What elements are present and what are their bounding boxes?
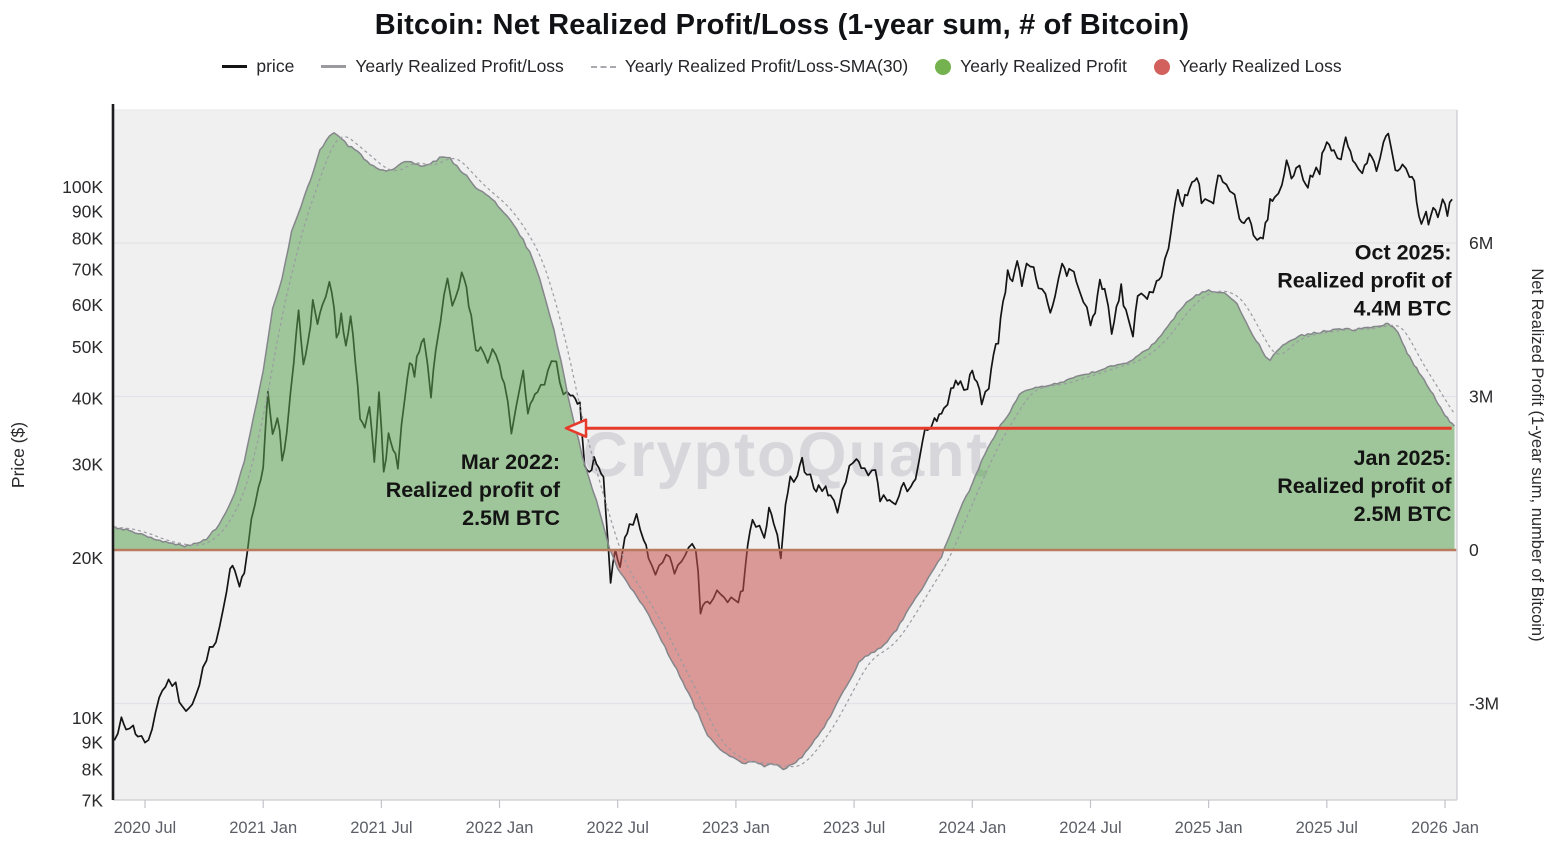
annotation-oct-2025-line: Oct 2025: — [1355, 240, 1452, 264]
left-axis-tick-label: 60K — [72, 295, 103, 315]
left-axis-tick-label: 20K — [72, 548, 103, 568]
x-axis-tick-label: 2022 Jul — [587, 819, 649, 837]
realized-pl-line — [113, 132, 1456, 771]
right-axis-tick-label: 3M — [1469, 387, 1493, 407]
left-axis-tick-label: 8K — [82, 760, 104, 780]
legend-item-yearly-realized-profit: Yearly Realized Profit — [935, 56, 1127, 77]
legend-marker-line-icon — [222, 65, 248, 68]
annotation-mar-2022-line: Mar 2022: — [461, 450, 560, 474]
legend-label: Yearly Realized Profit/Loss-SMA(30) — [624, 56, 909, 76]
x-axis-tick-label: 2024 Jul — [1059, 819, 1121, 837]
x-axis-tick-label: 2023 Jan — [702, 819, 770, 837]
x-axis-tick-label: 2023 Jul — [823, 819, 885, 837]
x-axis-tick-label: 2025 Jul — [1296, 819, 1358, 837]
annotation-mar-2022-line: Realized profit of — [386, 478, 561, 502]
left-axis-tick-label: 7K — [82, 790, 104, 810]
arrow-head-icon — [564, 418, 588, 438]
legend-marker-dashed-icon — [590, 65, 616, 68]
legend-label: Yearly Realized Profit — [960, 56, 1127, 76]
annotation-mar-2022: Mar 2022: Realized profit of 2.5M BTC — [386, 450, 561, 530]
annotation-oct-2025-line: 4.4M BTC — [1354, 296, 1452, 320]
left-axis-tick-label: 9K — [82, 732, 104, 752]
legend-item-yearly-realized-profit-loss: Yearly Realized Profit/Loss — [321, 56, 564, 77]
right-axis-title: Net Realized Profit (1-year sum, number … — [1528, 268, 1546, 641]
series-group — [113, 132, 1456, 771]
annotation-mar-2022-line: 2.5M BTC — [462, 506, 560, 530]
left-axis-tick-label: 80K — [72, 229, 103, 249]
legend-marker-dot-icon — [1153, 58, 1170, 75]
annotation-oct-2025-line: Realized profit of — [1277, 268, 1452, 292]
legend-label: Yearly Realized Profit/Loss — [355, 56, 564, 76]
legend-label: Yearly Realized Loss — [1178, 56, 1342, 76]
legend-label: price — [256, 56, 295, 76]
realized-pl-sma-line — [114, 136, 1454, 768]
annotation-jan-2025: Jan 2025: Realized profit of 2.5M BTC — [1277, 446, 1452, 526]
left-axis-tick-label: 10K — [72, 708, 103, 728]
legend: price Yearly Realized Profit/Loss Yearly R… — [0, 56, 1564, 77]
x-axis-tick-label: 2021 Jan — [229, 819, 297, 837]
legend-item-yearly-realized-profit-loss-sma-30-: Yearly Realized Profit/Loss-SMA(30) — [590, 56, 909, 77]
chart-title: Bitcoin: Net Realized Profit/Loss (1-yea… — [374, 9, 1190, 41]
x-axis-tick-label: 2021 Jul — [350, 819, 412, 837]
annotation-jan-2025-line: Realized profit of — [1277, 474, 1452, 498]
x-axis-tick-label: 2024 Jan — [938, 819, 1006, 837]
legend-marker-dot-icon — [935, 58, 952, 75]
arrow-mar2022 — [564, 418, 1452, 438]
legend-marker-line-icon — [321, 65, 347, 68]
legend-item-yearly-realized-loss: Yearly Realized Loss — [1153, 56, 1342, 77]
profit-area — [114, 132, 1455, 551]
annotation-oct-2025: Oct 2025: Realized profit of 4.4M BTC — [1277, 240, 1452, 320]
loss-area — [114, 550, 1455, 770]
x-axis-tick-label: 2020 Jul — [114, 819, 176, 837]
left-axis-tick-label: 40K — [72, 388, 103, 408]
left-axis-tick-label: 90K — [72, 201, 103, 221]
x-axis-tick-label: 2026 Jan — [1411, 819, 1479, 837]
annotation-jan-2025-line: Jan 2025: — [1354, 446, 1452, 470]
annotation-jan-2025-line: 2.5M BTC — [1354, 502, 1452, 526]
right-axis-tick-label: 6M — [1469, 233, 1493, 253]
left-axis-tick-label: 70K — [72, 259, 103, 279]
left-axis-tick-label: 30K — [72, 455, 103, 475]
x-axis-tick-label: 2025 Jan — [1175, 819, 1243, 837]
legend-item-price: price — [222, 56, 294, 77]
right-axis-tick-label: 0 — [1469, 540, 1479, 560]
left-axis-tick-label: 100K — [62, 177, 103, 197]
right-axis-tick-label: -3M — [1469, 694, 1499, 714]
left-axis-tick-label: 50K — [72, 337, 103, 357]
left-axis-title: Price ($) — [8, 422, 28, 488]
x-axis-tick-label: 2022 Jan — [466, 819, 534, 837]
